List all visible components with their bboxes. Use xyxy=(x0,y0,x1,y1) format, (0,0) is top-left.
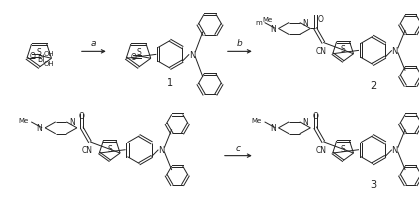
Text: Me: Me xyxy=(252,117,262,123)
Text: N: N xyxy=(391,47,398,56)
Text: O: O xyxy=(79,112,85,121)
Text: 3: 3 xyxy=(370,180,376,190)
Text: N: N xyxy=(270,25,276,34)
Text: N: N xyxy=(37,124,42,133)
Text: O: O xyxy=(312,112,318,121)
Text: S: S xyxy=(341,45,346,54)
Text: 2: 2 xyxy=(370,81,376,91)
Text: N: N xyxy=(69,118,75,127)
Text: N: N xyxy=(158,145,165,154)
Text: CN: CN xyxy=(82,145,93,154)
Text: N: N xyxy=(270,124,276,133)
Text: OH: OH xyxy=(44,51,54,57)
Text: Me: Me xyxy=(262,16,273,22)
Text: O: O xyxy=(318,15,323,24)
Text: B: B xyxy=(37,55,42,63)
Text: N: N xyxy=(303,118,308,127)
Text: N: N xyxy=(189,51,195,60)
Text: c: c xyxy=(236,143,241,152)
Text: OH: OH xyxy=(44,61,54,67)
Text: S: S xyxy=(136,48,141,57)
Text: O: O xyxy=(131,53,137,62)
Text: b: b xyxy=(237,39,243,48)
Text: S: S xyxy=(37,48,42,57)
Text: N: N xyxy=(391,145,398,154)
Text: a: a xyxy=(91,39,97,48)
Text: Me: Me xyxy=(18,117,28,123)
Text: 1: 1 xyxy=(167,78,173,88)
Text: CN: CN xyxy=(315,145,326,154)
Text: CN: CN xyxy=(315,47,326,56)
Text: O: O xyxy=(30,52,36,61)
Text: S: S xyxy=(341,144,346,153)
Text: N: N xyxy=(303,19,308,28)
Text: m: m xyxy=(255,19,262,25)
Text: S: S xyxy=(107,144,112,153)
